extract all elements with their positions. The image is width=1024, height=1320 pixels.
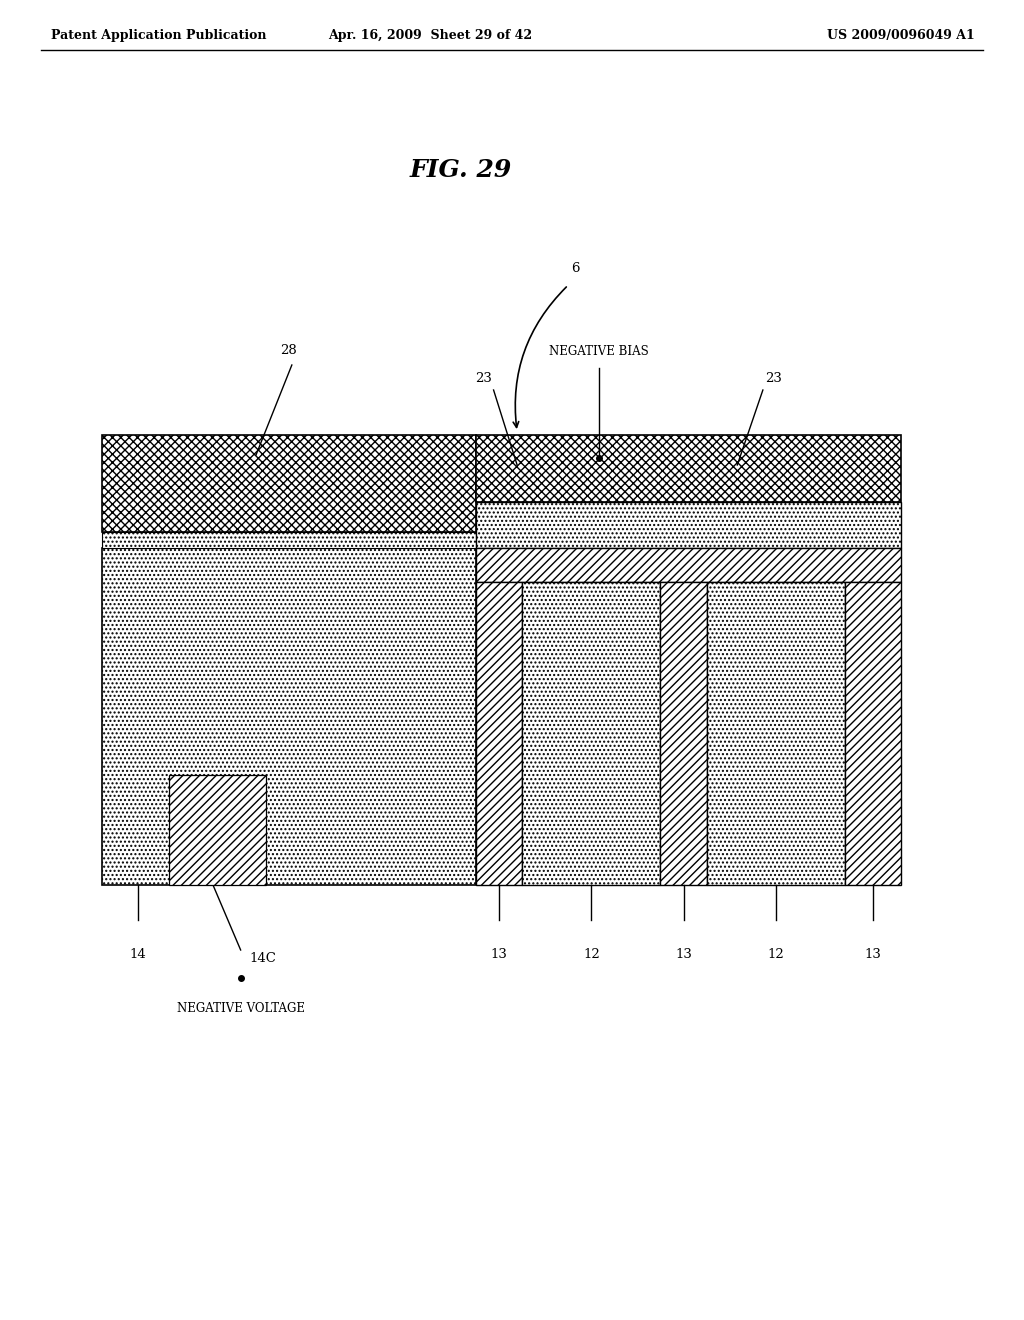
Text: NEGATIVE VOLTAGE: NEGATIVE VOLTAGE [177,1002,305,1015]
Bar [660,582,707,884]
Bar [522,582,660,884]
Text: 14: 14 [130,948,146,961]
Text: 13: 13 [864,948,882,961]
Bar [476,582,522,884]
Text: Apr. 16, 2009  Sheet 29 of 42: Apr. 16, 2009 Sheet 29 of 42 [328,29,532,41]
Bar [102,436,476,532]
Text: 13: 13 [490,948,508,961]
Text: US 2009/0096049 A1: US 2009/0096049 A1 [827,29,975,41]
Text: 28: 28 [281,343,297,356]
Bar [102,532,476,548]
Bar [476,502,901,548]
Text: 13: 13 [675,948,692,961]
Text: 23: 23 [765,371,781,384]
Bar [845,582,901,884]
Text: FIG. 29: FIG. 29 [410,158,512,182]
Text: 12: 12 [767,948,784,961]
Text: 12: 12 [583,948,600,961]
Text: 14C: 14C [250,952,276,965]
Bar [476,548,901,582]
Bar [707,582,845,884]
Text: 23: 23 [475,371,492,384]
Text: NEGATIVE BIAS: NEGATIVE BIAS [549,345,649,358]
Bar [476,436,901,502]
Text: Patent Application Publication: Patent Application Publication [51,29,266,41]
Text: 6: 6 [571,261,580,275]
Bar [102,548,476,884]
Bar [169,775,266,884]
